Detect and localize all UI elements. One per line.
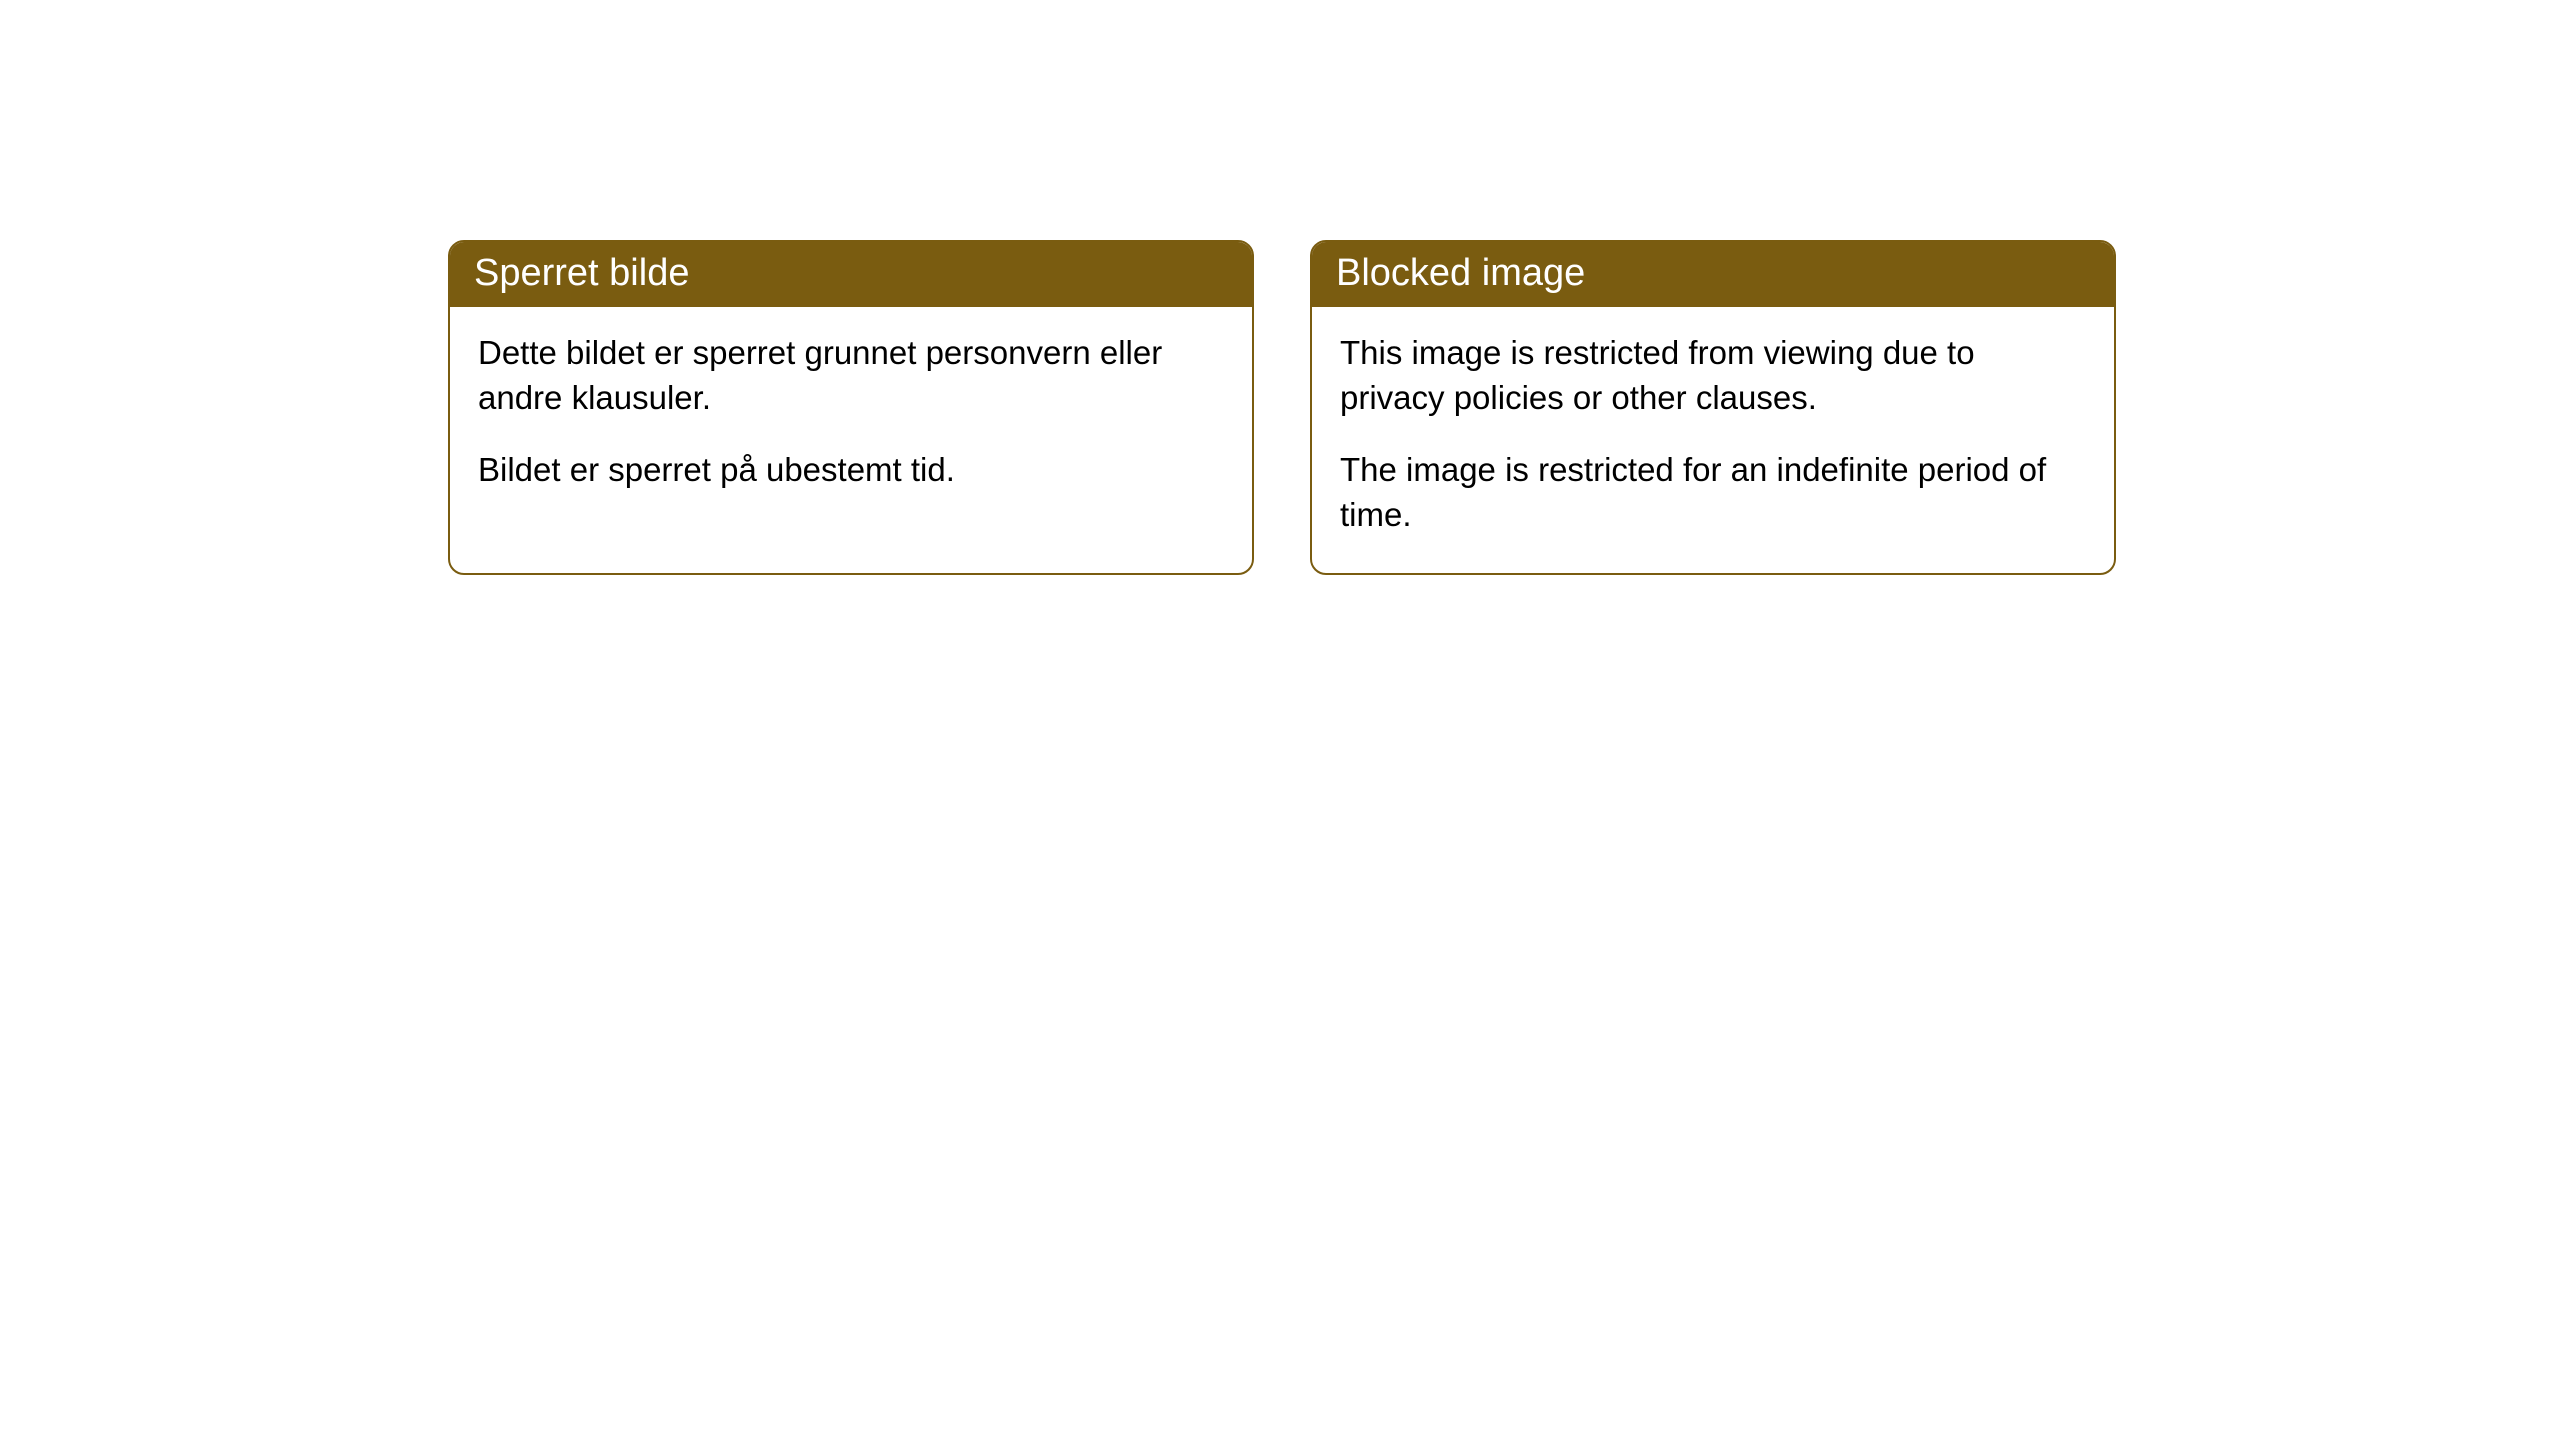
card-paragraph-2-english: The image is restricted for an indefinit… xyxy=(1340,448,2086,537)
card-header-english: Blocked image xyxy=(1312,242,2114,307)
card-title-norwegian: Sperret bilde xyxy=(474,252,689,294)
card-body-norwegian: Dette bildet er sperret grunnet personve… xyxy=(450,307,1252,529)
card-english: Blocked image This image is restricted f… xyxy=(1310,240,2116,575)
card-body-english: This image is restricted from viewing du… xyxy=(1312,307,2114,573)
card-norwegian: Sperret bilde Dette bildet er sperret gr… xyxy=(448,240,1254,575)
card-header-norwegian: Sperret bilde xyxy=(450,242,1252,307)
card-title-english: Blocked image xyxy=(1336,252,1585,294)
card-paragraph-1-english: This image is restricted from viewing du… xyxy=(1340,331,2086,420)
cards-container: Sperret bilde Dette bildet er sperret gr… xyxy=(448,240,2116,575)
card-paragraph-1-norwegian: Dette bildet er sperret grunnet personve… xyxy=(478,331,1224,420)
card-paragraph-2-norwegian: Bildet er sperret på ubestemt tid. xyxy=(478,448,1224,493)
